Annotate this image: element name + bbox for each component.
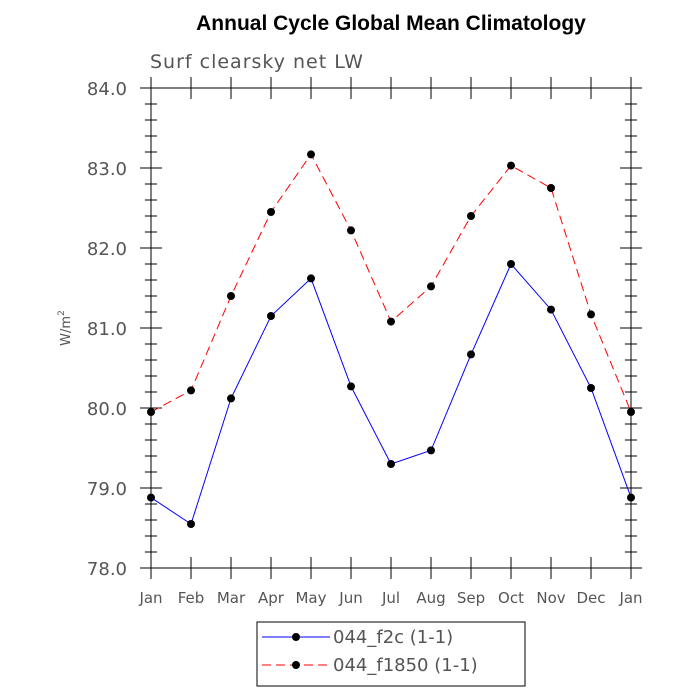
legend-label-series-2: 044_f1850 (1-1) — [333, 655, 478, 676]
x-tick-label: Feb — [178, 589, 205, 607]
legend-box — [256, 621, 526, 687]
x-tick-label: Sep — [457, 589, 485, 607]
y-axis-label-superscript: 2 — [57, 310, 67, 316]
x-tick-label: Apr — [258, 589, 285, 607]
chart-subtitle: Surf clearsky net LW — [150, 51, 364, 73]
data-point-series-2 — [427, 282, 435, 291]
data-point-series-1 — [467, 350, 475, 359]
x-tick-label: Jul — [381, 589, 400, 607]
x-tick-label: Jun — [338, 589, 362, 607]
data-point-series-2 — [387, 317, 395, 326]
x-tick-label: Mar — [217, 589, 246, 607]
data-point-series-2 — [507, 161, 515, 170]
y-axis-label-text: W/m — [59, 316, 74, 346]
data-point-series-1 — [627, 493, 635, 502]
series-line-2 — [150, 153, 632, 413]
y-tick-label: 81.0 — [87, 319, 127, 340]
legend-label-series-1: 044_f2c (1-1) — [333, 627, 453, 648]
data-point-series-1 — [227, 394, 235, 403]
x-tick-label: Nov — [536, 589, 565, 607]
data-point-series-2 — [227, 292, 235, 300]
data-point-series-2 — [467, 212, 475, 220]
axis-ticks — [140, 77, 642, 579]
legend-marker-series-2 — [292, 661, 300, 669]
y-tick-labels: 78.0 79.0 80.0 81.0 82.0 83.0 84.0 — [87, 79, 127, 580]
chart-title: Annual Cycle Global Mean Climatology — [196, 12, 586, 35]
data-point-series-2 — [347, 226, 355, 235]
x-tick-label: Aug — [416, 589, 445, 607]
y-axis-label: W/m2 — [57, 310, 74, 346]
data-point-series-2 — [147, 408, 155, 416]
data-point-series-1 — [307, 274, 315, 283]
data-point-series-1 — [547, 305, 555, 314]
x-tick-labels: Jan Feb Mar Apr May Jun Jul Aug Sep Oct Nov Dec Jan — [138, 589, 642, 607]
data-point-series-2 — [587, 310, 595, 319]
data-point-series-2 — [307, 150, 315, 159]
data-point-series-1 — [427, 446, 435, 455]
x-tick-label: Jan — [138, 589, 162, 607]
series-lines — [150, 153, 632, 525]
data-point-series-1 — [507, 260, 515, 268]
x-tick-label: May — [295, 589, 326, 607]
data-point-series-2 — [267, 208, 275, 216]
x-tick-label: Jan — [618, 589, 642, 607]
y-tick-label: 78.0 — [87, 559, 127, 580]
data-point-series-1 — [587, 384, 595, 392]
y-tick-label: 82.0 — [87, 239, 127, 260]
data-point-series-1 — [147, 493, 155, 502]
series-line-1 — [150, 263, 632, 525]
y-tick-label: 83.0 — [87, 159, 127, 180]
y-tick-label: 84.0 — [87, 79, 127, 100]
data-point-series-2 — [627, 408, 635, 416]
data-point-series-2 — [187, 386, 195, 395]
series-points — [147, 150, 635, 528]
x-tick-label: Dec — [576, 589, 605, 607]
x-tick-label: Oct — [498, 589, 524, 607]
legend-marker-series-1 — [292, 633, 300, 641]
y-tick-label: 80.0 — [87, 399, 127, 420]
data-point-series-2 — [547, 184, 555, 192]
legend: 044_f2c (1-1) 044_f1850 (1-1) — [256, 621, 526, 687]
data-point-series-1 — [387, 460, 395, 468]
data-point-series-1 — [347, 382, 355, 391]
data-point-series-1 — [187, 520, 195, 528]
data-point-series-1 — [267, 312, 275, 320]
plot-frame — [150, 87, 632, 569]
y-tick-label: 79.0 — [87, 479, 127, 500]
